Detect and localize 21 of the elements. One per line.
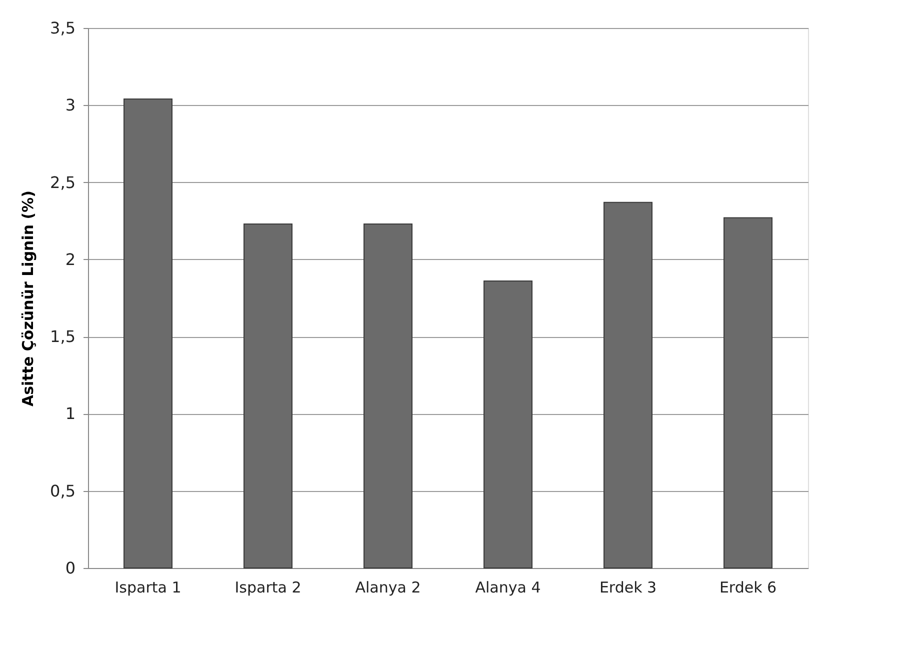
y-tick-label: 2 <box>65 250 76 269</box>
y-axis-title: Asitte Çözünür Lignin (%) <box>19 190 38 407</box>
x-tick-label: Alanya 4 <box>475 578 541 596</box>
bar <box>364 223 412 568</box>
x-tick-label: Isparta 2 <box>234 578 302 596</box>
bar <box>604 202 652 568</box>
y-tick-label: 1,5 <box>50 327 76 346</box>
y-tick-label: 0,5 <box>50 481 76 500</box>
x-tick-label: Alanya 2 <box>355 578 421 596</box>
bar <box>244 223 292 568</box>
x-tick-label: Erdek 3 <box>599 578 657 596</box>
bar <box>724 217 772 568</box>
x-tick-label: Isparta 1 <box>114 578 182 596</box>
y-tick-label: 1 <box>65 404 76 424</box>
y-tick-label: 3 <box>65 96 76 115</box>
y-tick-label: 3,5 <box>50 18 76 38</box>
bar <box>124 98 172 568</box>
y-tick-label: 2,5 <box>50 172 76 192</box>
y-tick-label: 0 <box>65 558 76 578</box>
x-tick-label: Erdek 6 <box>719 578 777 596</box>
bar <box>484 280 532 568</box>
